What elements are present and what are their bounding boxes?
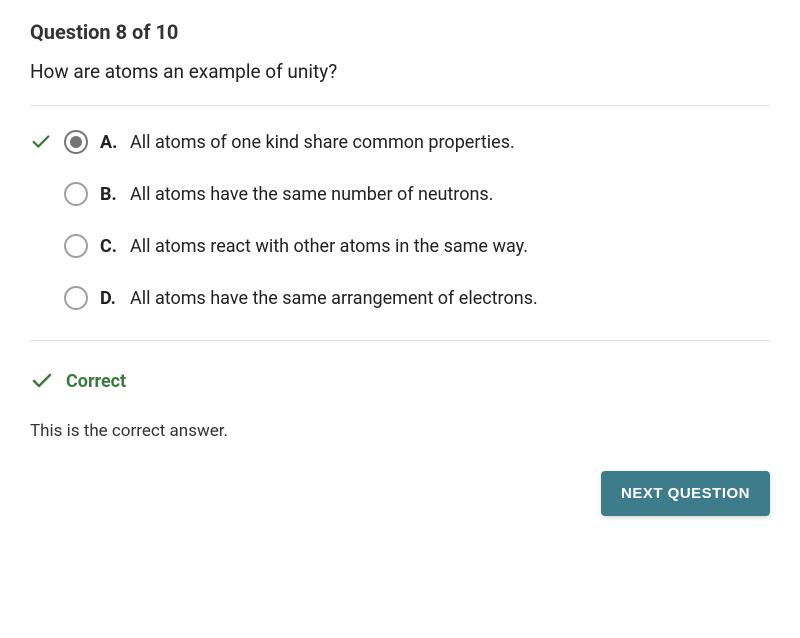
question-counter: Question 8 of 10 xyxy=(30,20,770,44)
option-d-text: D. All atoms have the same arrangement o… xyxy=(100,288,538,309)
option-label: All atoms react with other atoms in the … xyxy=(130,236,528,257)
feedback-check xyxy=(30,369,54,393)
option-a[interactable]: A. All atoms of one kind share common pr… xyxy=(30,130,770,154)
option-a-check xyxy=(30,131,64,153)
option-c-text: C. All atoms react with other atoms in t… xyxy=(100,236,528,257)
option-d[interactable]: D. All atoms have the same arrangement o… xyxy=(30,286,770,310)
radio-icon[interactable] xyxy=(64,234,88,258)
option-label: All atoms have the same number of neutro… xyxy=(130,184,493,205)
option-b[interactable]: B. All atoms have the same number of neu… xyxy=(30,182,770,206)
option-d-radio-col xyxy=(64,286,100,310)
option-c-radio-col xyxy=(64,234,100,258)
feedback-section: Correct This is the correct answer. NEXT… xyxy=(30,341,770,516)
question-text: How are atoms an example of unity? xyxy=(30,60,770,83)
option-c[interactable]: C. All atoms react with other atoms in t… xyxy=(30,234,770,258)
options-list: A. All atoms of one kind share common pr… xyxy=(30,106,770,340)
option-b-radio-col xyxy=(64,182,100,206)
option-label: All atoms of one kind share common prope… xyxy=(130,132,515,153)
option-letter: C. xyxy=(100,236,122,257)
radio-icon[interactable] xyxy=(64,182,88,206)
button-row: NEXT QUESTION xyxy=(30,471,770,516)
option-label: All atoms have the same arrangement of e… xyxy=(130,288,538,309)
checkmark-icon xyxy=(30,131,52,153)
option-letter: B. xyxy=(100,184,122,205)
option-a-radio-col xyxy=(64,130,100,154)
option-b-text: B. All atoms have the same number of neu… xyxy=(100,184,493,205)
option-letter: D. xyxy=(100,288,122,309)
radio-selected-icon[interactable] xyxy=(64,130,88,154)
feedback-message: This is the correct answer. xyxy=(30,421,770,441)
option-letter: A. xyxy=(100,132,122,153)
radio-icon[interactable] xyxy=(64,286,88,310)
next-question-button[interactable]: NEXT QUESTION xyxy=(601,471,770,516)
option-a-text: A. All atoms of one kind share common pr… xyxy=(100,132,515,153)
feedback-status-label: Correct xyxy=(66,371,126,392)
checkmark-icon xyxy=(30,369,54,393)
feedback-status-row: Correct xyxy=(30,369,770,393)
